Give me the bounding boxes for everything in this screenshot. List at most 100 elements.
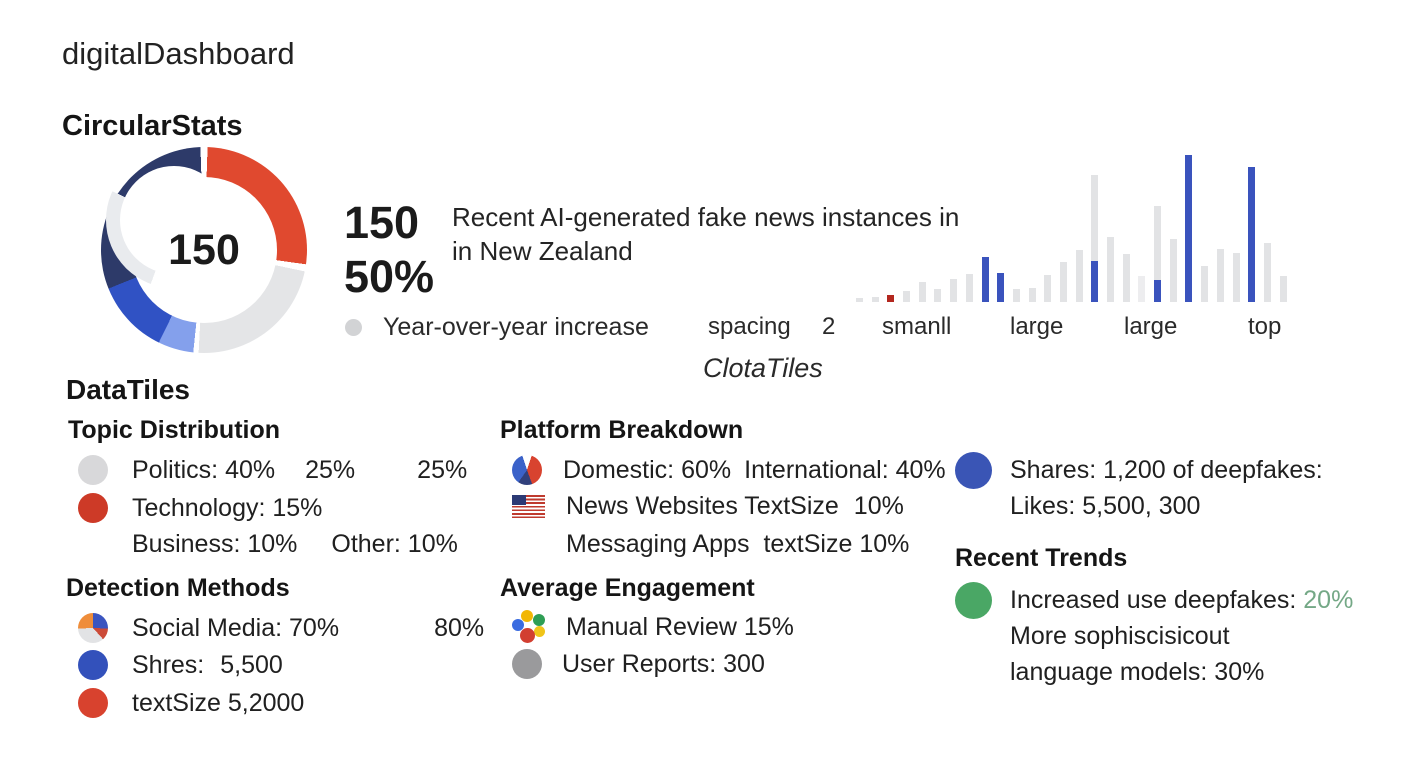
axis-label-2: 2 xyxy=(822,313,836,340)
shres-label: Shres: xyxy=(132,650,205,679)
bar xyxy=(1185,155,1193,302)
trends-block: Increased use deepfakes: 20% More sophis… xyxy=(955,582,1353,690)
bar xyxy=(1232,253,1240,302)
dot-blue xyxy=(512,619,524,631)
dot-green xyxy=(533,614,545,626)
bar xyxy=(1201,266,1209,302)
likes-line: Likes: 5,500, 300 xyxy=(1010,492,1201,520)
platform-row-news: News Websites TextSize 10% xyxy=(512,492,904,521)
business-value: Business: 10% xyxy=(132,530,298,558)
domestic-value: Domestic: 60% xyxy=(563,455,732,484)
donut-chart: 150 xyxy=(101,147,307,353)
axis-label-large-1: large xyxy=(1010,313,1064,340)
axis-label-smanll: smanll xyxy=(882,313,952,340)
trend-line-2: More sophiscisicout xyxy=(1010,622,1230,650)
clotatiles-caption: ClotaTiles xyxy=(703,353,823,383)
user-reports-dot-icon xyxy=(512,649,542,679)
trend-line-1-percent: 20% xyxy=(1303,586,1354,614)
bar xyxy=(856,298,863,302)
technology-dot-icon xyxy=(78,493,108,523)
color-dots-icon xyxy=(512,610,546,644)
donut-center-value: 150 xyxy=(168,225,240,274)
platform-row-domestic: Domestic: 60% International: 40% xyxy=(512,455,946,485)
trend-line-1: Increased use deepfakes: 20% xyxy=(1010,582,1353,618)
datatiles-heading: DataTiles xyxy=(66,374,190,405)
stat-description: Recent AI-generated fake news instances … xyxy=(452,200,959,268)
bar xyxy=(934,289,942,302)
detection-row-textsize: textSize 5,2000 xyxy=(78,688,304,718)
trend-line-1-text: Increased use deepfakes: xyxy=(1010,586,1297,614)
textsize-dot-icon xyxy=(78,688,108,718)
donut-inner-hole xyxy=(120,166,228,274)
bar xyxy=(1279,276,1287,302)
platform-breakdown-heading: Platform Breakdown xyxy=(500,416,744,444)
detection-row-shres: Shres: 5,500 xyxy=(78,650,283,680)
detection-row-social: Social Media: 70% 80% xyxy=(78,613,484,643)
bar xyxy=(1263,243,1271,302)
shares-block: Shares: 1,200 of deepfakes: Likes: 5,500… xyxy=(955,452,1323,524)
pie-chart-icon xyxy=(78,613,108,643)
technology-value: Technology: 15% xyxy=(132,493,323,522)
social-media-value: Social Media: 70% xyxy=(132,613,340,642)
bar xyxy=(1122,254,1130,302)
detection-methods-heading: Detection Methods xyxy=(66,574,290,602)
bar xyxy=(950,279,958,302)
dot-red xyxy=(520,628,535,643)
headline-stat-value: 150 xyxy=(344,197,420,248)
bar xyxy=(1154,206,1162,302)
us-flag-icon xyxy=(512,495,545,518)
circularstats-heading: CircularStats xyxy=(62,110,243,142)
bar xyxy=(1169,239,1177,302)
shres-dot-icon xyxy=(78,650,108,680)
engagement-row-manual: Manual Review 15% xyxy=(512,610,794,644)
bar xyxy=(1138,276,1146,302)
axis-label-spacing: spacing xyxy=(708,313,791,340)
legend-label: Year-over-year increase xyxy=(383,313,649,341)
bar xyxy=(871,297,879,302)
platform-row-messaging: Messaging Apps textSize 10% xyxy=(512,530,909,559)
sparkline-bars xyxy=(856,150,1316,302)
bar xyxy=(1075,250,1083,302)
topic-distribution-heading: Topic Distribution xyxy=(68,416,281,444)
donut-inner-arc xyxy=(106,152,242,288)
shares-line: Shares: 1,200 of deepfakes: xyxy=(1010,456,1323,484)
legend-dot-icon xyxy=(345,319,362,336)
dot-yellow xyxy=(521,610,533,622)
manual-review-value: Manual Review 15% xyxy=(566,612,794,641)
bar xyxy=(1216,249,1224,302)
bar xyxy=(965,274,973,302)
dot-yellow-2 xyxy=(534,626,545,637)
trends-dot-icon xyxy=(955,582,992,619)
stat-description-line2: in New Zealand xyxy=(452,236,633,266)
engagement-row-reports: User Reports: 300 xyxy=(512,649,765,679)
other-value: Other: 10% xyxy=(331,530,458,558)
axis-label-large-2: large xyxy=(1124,313,1178,340)
stat-description-line1: Recent AI-generated fake news instances … xyxy=(452,202,960,232)
politics-dot-icon xyxy=(78,455,108,485)
flag-canton xyxy=(512,495,526,505)
donut-chart-icon xyxy=(512,455,542,485)
bar xyxy=(1248,167,1256,302)
messaging-apps-label: Messaging Apps xyxy=(566,530,750,558)
bar xyxy=(1012,289,1020,302)
bar-blue-segment xyxy=(1091,261,1099,302)
trend-line-3: language models: 30% xyxy=(1010,658,1265,686)
page-title: digitalDashboard xyxy=(62,36,295,71)
shres-value: 5,500 xyxy=(220,650,283,679)
textsize-value: textSize 5,2000 xyxy=(132,688,305,717)
bar xyxy=(1028,288,1036,302)
bar xyxy=(903,291,911,302)
bar xyxy=(981,257,989,302)
headline-stat-percent: 50% xyxy=(344,251,435,302)
average-engagement-heading: Average Engagement xyxy=(500,574,755,602)
news-websites-label: News Websites TextSize xyxy=(566,492,839,520)
user-reports-value: User Reports: 300 xyxy=(562,649,765,678)
headline-stat: 150 50% xyxy=(344,196,434,304)
social-media-value-2: 80% xyxy=(434,613,485,642)
politics-value: Politics: 40% xyxy=(132,455,276,484)
messaging-apps-value: textSize 10% xyxy=(763,530,910,558)
news-websites-value: 10% xyxy=(853,492,904,520)
bar xyxy=(1107,237,1114,302)
bar-blue-segment xyxy=(1154,280,1162,302)
